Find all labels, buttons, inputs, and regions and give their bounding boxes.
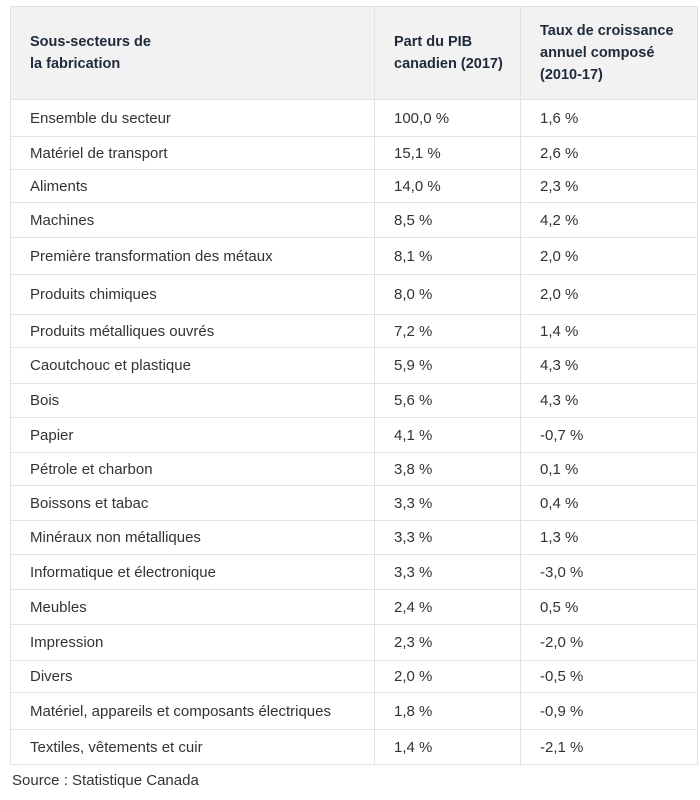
subsector-cell: Minéraux non métalliques xyxy=(10,520,375,555)
table-row: Pétrole et charbon 3,8 % 0,1 % xyxy=(10,452,698,486)
subsector-cell: Textiles, vêtements et cuir xyxy=(10,729,375,765)
growth-rate-cell: -0,7 % xyxy=(520,417,698,453)
gdp-share-cell: 3,3 % xyxy=(374,485,521,521)
growth-rate-cell: 2,3 % xyxy=(520,169,698,203)
table-row: Textiles, vêtements et cuir 1,4 % -2,1 % xyxy=(10,729,698,765)
gdp-share-cell: 3,3 % xyxy=(374,554,521,590)
subsector-cell: Informatique et électronique xyxy=(10,554,375,590)
growth-rate-cell: -3,0 % xyxy=(520,554,698,590)
gdp-share-cell: 1,4 % xyxy=(374,729,521,765)
gdp-share-cell: 2,3 % xyxy=(374,624,521,661)
growth-rate-cell: 0,1 % xyxy=(520,452,698,486)
subsector-cell: Produits métalliques ouvrés xyxy=(10,314,375,348)
growth-rate-cell: 1,3 % xyxy=(520,520,698,555)
growth-rate-cell: -2,0 % xyxy=(520,624,698,661)
table-row: Impression 2,3 % -2,0 % xyxy=(10,624,698,661)
growth-rate-cell: -2,1 % xyxy=(520,729,698,765)
table-row: Boissons et tabac 3,3 % 0,4 % xyxy=(10,485,698,521)
table-row: Minéraux non métalliques 3,3 % 1,3 % xyxy=(10,520,698,555)
gdp-share-cell: 2,0 % xyxy=(374,660,521,693)
growth-rate-cell: 2,0 % xyxy=(520,274,698,315)
gdp-share-cell: 7,2 % xyxy=(374,314,521,348)
table-row: Informatique et électronique 3,3 % -3,0 % xyxy=(10,554,698,590)
subsector-cell: Matériel, appareils et composants électr… xyxy=(10,692,375,730)
gdp-share-cell: 5,6 % xyxy=(374,383,521,418)
growth-rate-cell: 4,3 % xyxy=(520,347,698,384)
table-row: Divers 2,0 % -0,5 % xyxy=(10,660,698,693)
table-row: Produits métalliques ouvrés 7,2 % 1,4 % xyxy=(10,314,698,348)
gdp-share-cell: 14,0 % xyxy=(374,169,521,203)
subsector-cell: Papier xyxy=(10,417,375,453)
growth-rate-cell: 1,4 % xyxy=(520,314,698,348)
subsector-cell: Impression xyxy=(10,624,375,661)
source-caption: Source : Statistique Canada xyxy=(12,772,199,789)
header-gdp-share: Part du PIB canadien (2017) xyxy=(374,6,521,100)
gdp-share-cell: 100,0 % xyxy=(374,99,521,137)
table-row: Bois 5,6 % 4,3 % xyxy=(10,383,698,418)
manufacturing-subsectors-table: Sous-secteurs de la fabrication Part du … xyxy=(10,6,698,765)
table-row: Papier 4,1 % -0,7 % xyxy=(10,417,698,453)
subsector-cell: Produits chimiques xyxy=(10,274,375,315)
header-growth-rate: Taux de croissance annuel composé (2010-… xyxy=(520,6,698,100)
data-table-container: Sous-secteurs de la fabrication Part du … xyxy=(10,6,698,765)
gdp-share-cell: 15,1 % xyxy=(374,136,521,170)
growth-rate-cell: 2,6 % xyxy=(520,136,698,170)
gdp-share-cell: 8,0 % xyxy=(374,274,521,315)
gdp-share-cell: 5,9 % xyxy=(374,347,521,384)
subsector-cell: Caoutchouc et plastique xyxy=(10,347,375,384)
subsector-cell: Divers xyxy=(10,660,375,693)
table-row: Caoutchouc et plastique 5,9 % 4,3 % xyxy=(10,347,698,384)
gdp-share-cell: 8,5 % xyxy=(374,202,521,238)
growth-rate-cell: 0,5 % xyxy=(520,589,698,625)
gdp-share-cell: 3,8 % xyxy=(374,452,521,486)
growth-rate-cell: -0,9 % xyxy=(520,692,698,730)
table-row: Machines 8,5 % 4,2 % xyxy=(10,202,698,238)
subsector-cell: Boissons et tabac xyxy=(10,485,375,521)
table-row: Produits chimiques 8,0 % 2,0 % xyxy=(10,274,698,315)
table-row: Ensemble du secteur 100,0 % 1,6 % xyxy=(10,99,698,137)
subsector-cell: Pétrole et charbon xyxy=(10,452,375,486)
subsector-cell: Ensemble du secteur xyxy=(10,99,375,137)
table-row: Aliments 14,0 % 2,3 % xyxy=(10,169,698,203)
gdp-share-cell: 3,3 % xyxy=(374,520,521,555)
subsector-cell: Machines xyxy=(10,202,375,238)
gdp-share-cell: 2,4 % xyxy=(374,589,521,625)
growth-rate-cell: 2,0 % xyxy=(520,237,698,275)
table-row: Matériel, appareils et composants électr… xyxy=(10,692,698,730)
gdp-share-cell: 8,1 % xyxy=(374,237,521,275)
table-row: Meubles 2,4 % 0,5 % xyxy=(10,589,698,625)
table-row: Matériel de transport 15,1 % 2,6 % xyxy=(10,136,698,170)
growth-rate-cell: 4,3 % xyxy=(520,383,698,418)
table-row: Première transformation des métaux 8,1 % 2… xyxy=(10,237,698,275)
subsector-cell: Aliments xyxy=(10,169,375,203)
subsector-cell: Première transformation des métaux xyxy=(10,237,375,275)
subsector-cell: Matériel de transport xyxy=(10,136,375,170)
growth-rate-cell: 4,2 % xyxy=(520,202,698,238)
header-subsector: Sous-secteurs de la fabrication xyxy=(10,6,375,100)
subsector-cell: Bois xyxy=(10,383,375,418)
growth-rate-cell: 1,6 % xyxy=(520,99,698,137)
subsector-cell: Meubles xyxy=(10,589,375,625)
gdp-share-cell: 1,8 % xyxy=(374,692,521,730)
growth-rate-cell: -0,5 % xyxy=(520,660,698,693)
growth-rate-cell: 0,4 % xyxy=(520,485,698,521)
table-header-row: Sous-secteurs de la fabrication Part du … xyxy=(10,6,698,100)
gdp-share-cell: 4,1 % xyxy=(374,417,521,453)
